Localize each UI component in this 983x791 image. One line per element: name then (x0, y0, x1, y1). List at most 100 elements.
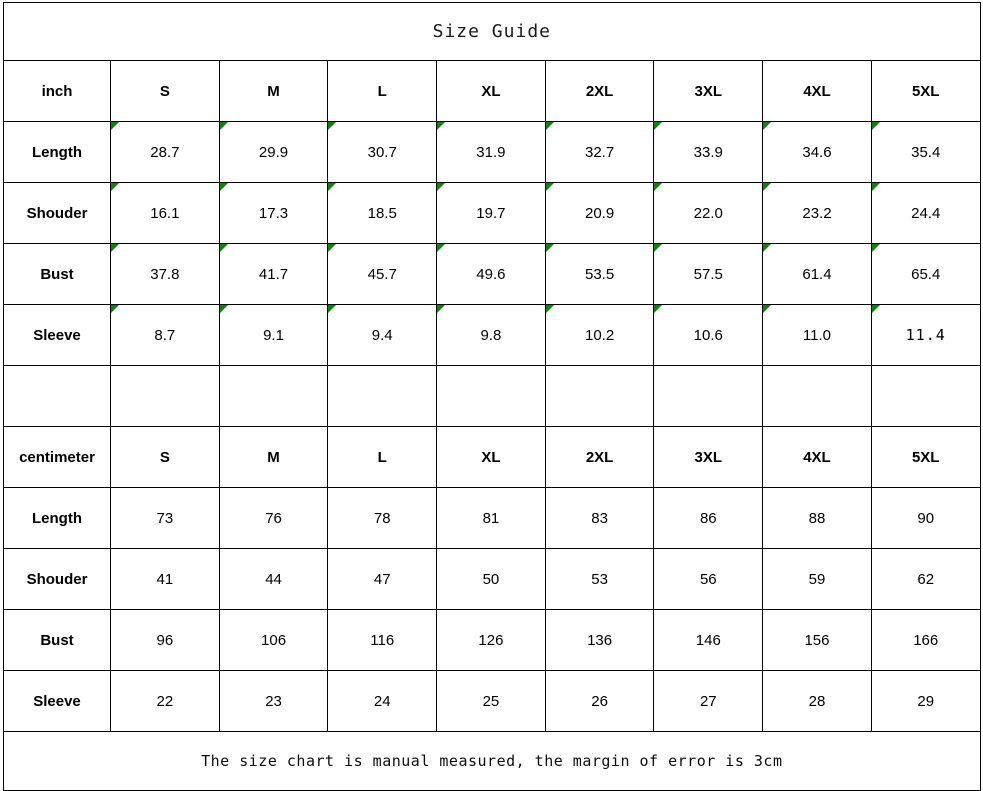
cell-length-inch-xl: 31.9 (436, 121, 546, 183)
size-header-l: L (327, 60, 438, 122)
comment-marker-icon (111, 305, 119, 313)
cell-length-inch-2xl: 32.7 (544, 121, 655, 183)
cell-shouder-inch-xl: 19.7 (436, 182, 546, 244)
row-label-bust-cm: Bust (3, 609, 111, 671)
unit-label-inch: inch (3, 60, 111, 122)
cell-sleeve-inch-s: 8.7 (110, 304, 220, 366)
size-header-cm-2xl: 2XL (544, 426, 655, 488)
size-guide-table: Size Guide inch S M L XL 2XL 3XL 4XL 5XL… (3, 2, 981, 791)
cell-sleeve-cm-4xl: 28 (762, 670, 872, 732)
comment-marker-icon (763, 122, 772, 130)
cell-sleeve-inch-2xl: 10.2 (544, 304, 655, 366)
row-label-sleeve-inch: Sleeve (3, 304, 111, 366)
comment-marker-icon (328, 122, 337, 130)
cell-length-inch-3xl: 33.9 (653, 121, 764, 183)
cell-shouder-inch-l: 18.5 (327, 182, 438, 244)
comment-marker-icon (763, 244, 772, 252)
title-row: Size Guide (3, 2, 981, 61)
cell-shouder-cm-2xl: 53 (544, 548, 655, 610)
comment-marker-icon (871, 305, 880, 313)
cell-sleeve-inch-l: 9.4 (327, 304, 438, 366)
comment-marker-icon (654, 183, 663, 191)
comment-marker-icon (545, 122, 554, 130)
comment-marker-icon (654, 305, 663, 313)
cell-sleeve-cm-m: 23 (218, 670, 329, 732)
cell-sleeve-inch-5xl: 11.4 (870, 304, 981, 366)
size-header-s: S (110, 60, 220, 122)
cell-length-cm-4xl: 88 (762, 487, 872, 549)
cell-shouder-inch-s: 16.1 (110, 182, 220, 244)
cell-length-cm-5xl: 90 (870, 487, 981, 549)
row-label-shouder-inch: Shouder (3, 182, 111, 244)
cell-sleeve-inch-4xl: 11.0 (762, 304, 872, 366)
comment-marker-icon (328, 305, 337, 313)
comment-marker-icon (437, 122, 446, 130)
cell-length-inch-s: 28.7 (110, 121, 220, 183)
comment-marker-icon (219, 244, 228, 252)
cell-length-cm-m: 76 (218, 487, 329, 549)
cell-bust-cm-2xl: 136 (544, 609, 655, 671)
cell-length-inch-4xl: 34.6 (762, 121, 872, 183)
cell-sleeve-cm-3xl: 27 (653, 670, 764, 732)
comment-marker-icon (654, 122, 663, 130)
row-label-shouder-cm: Shouder (3, 548, 111, 610)
size-header-cm-4xl: 4XL (762, 426, 872, 488)
row-label-length-inch: Length (3, 121, 111, 183)
spacer-cell (762, 365, 872, 427)
cell-sleeve-inch-3xl: 10.6 (653, 304, 764, 366)
comment-marker-icon (545, 183, 554, 191)
table-row: Bust 37.8 41.7 45.7 49.6 53.5 57.5 61.4 … (3, 243, 981, 305)
cell-sleeve-inch-xl: 9.8 (436, 304, 546, 366)
cell-bust-cm-l: 116 (327, 609, 438, 671)
cell-shouder-inch-2xl: 20.9 (544, 182, 655, 244)
size-header-4xl: 4XL (762, 60, 872, 122)
cell-sleeve-cm-2xl: 26 (544, 670, 655, 732)
size-header-cm-s: S (110, 426, 220, 488)
cell-shouder-cm-xl: 50 (436, 548, 546, 610)
unit-label-centimeter: centimeter (3, 426, 111, 488)
cell-length-inch-m: 29.9 (218, 121, 329, 183)
comment-marker-icon (871, 122, 880, 130)
cell-shouder-cm-4xl: 59 (762, 548, 872, 610)
table-row: Sleeve 22 23 24 25 26 27 28 29 (3, 670, 981, 732)
page-title: Size Guide (432, 21, 551, 42)
spacer-cell (327, 365, 438, 427)
cell-bust-inch-2xl: 53.5 (544, 243, 655, 305)
cell-sleeve-inch-m: 9.1 (218, 304, 329, 366)
table-row: Length 73 76 78 81 83 86 88 90 (3, 487, 981, 549)
spacer-cell (110, 365, 220, 427)
cell-length-inch-l: 30.7 (327, 121, 438, 183)
size-header-5xl: 5XL (870, 60, 981, 122)
comment-marker-icon (219, 183, 228, 191)
comment-marker-icon (111, 244, 119, 252)
cell-sleeve-cm-l: 24 (327, 670, 438, 732)
cell-shouder-cm-5xl: 62 (870, 548, 981, 610)
cell-sleeve-cm-5xl: 29 (870, 670, 981, 732)
size-header-3xl: 3XL (653, 60, 764, 122)
comment-marker-icon (763, 183, 772, 191)
comment-marker-icon (545, 305, 554, 313)
cell-shouder-cm-m: 44 (218, 548, 329, 610)
row-label-bust-inch: Bust (3, 243, 111, 305)
comment-marker-icon (763, 305, 772, 313)
comment-marker-icon (219, 305, 228, 313)
centimeter-header-row: centimeter S M L XL 2XL 3XL 4XL 5XL (3, 426, 981, 488)
spacer-cell (436, 365, 546, 427)
spacer-row (3, 365, 981, 427)
table-row: Shouder 16.1 17.3 18.5 19.7 20.9 22.0 23… (3, 182, 981, 244)
cell-bust-inch-3xl: 57.5 (653, 243, 764, 305)
cell-sleeve-cm-s: 22 (110, 670, 220, 732)
comment-marker-icon (545, 244, 554, 252)
cell-bust-inch-5xl: 65.4 (870, 243, 981, 305)
cell-bust-cm-3xl: 146 (653, 609, 764, 671)
size-header-cm-5xl: 5XL (870, 426, 981, 488)
cell-shouder-inch-5xl: 24.4 (870, 182, 981, 244)
cell-shouder-inch-4xl: 23.2 (762, 182, 872, 244)
table-row: Bust 96 106 116 126 136 146 156 166 (3, 609, 981, 671)
spacer-cell (218, 365, 329, 427)
cell-length-cm-xl: 81 (436, 487, 546, 549)
spacer-cell (653, 365, 764, 427)
cell-bust-inch-s: 37.8 (110, 243, 220, 305)
footer-note: The size chart is manual measured, the m… (3, 731, 981, 791)
cell-bust-inch-m: 41.7 (218, 243, 329, 305)
